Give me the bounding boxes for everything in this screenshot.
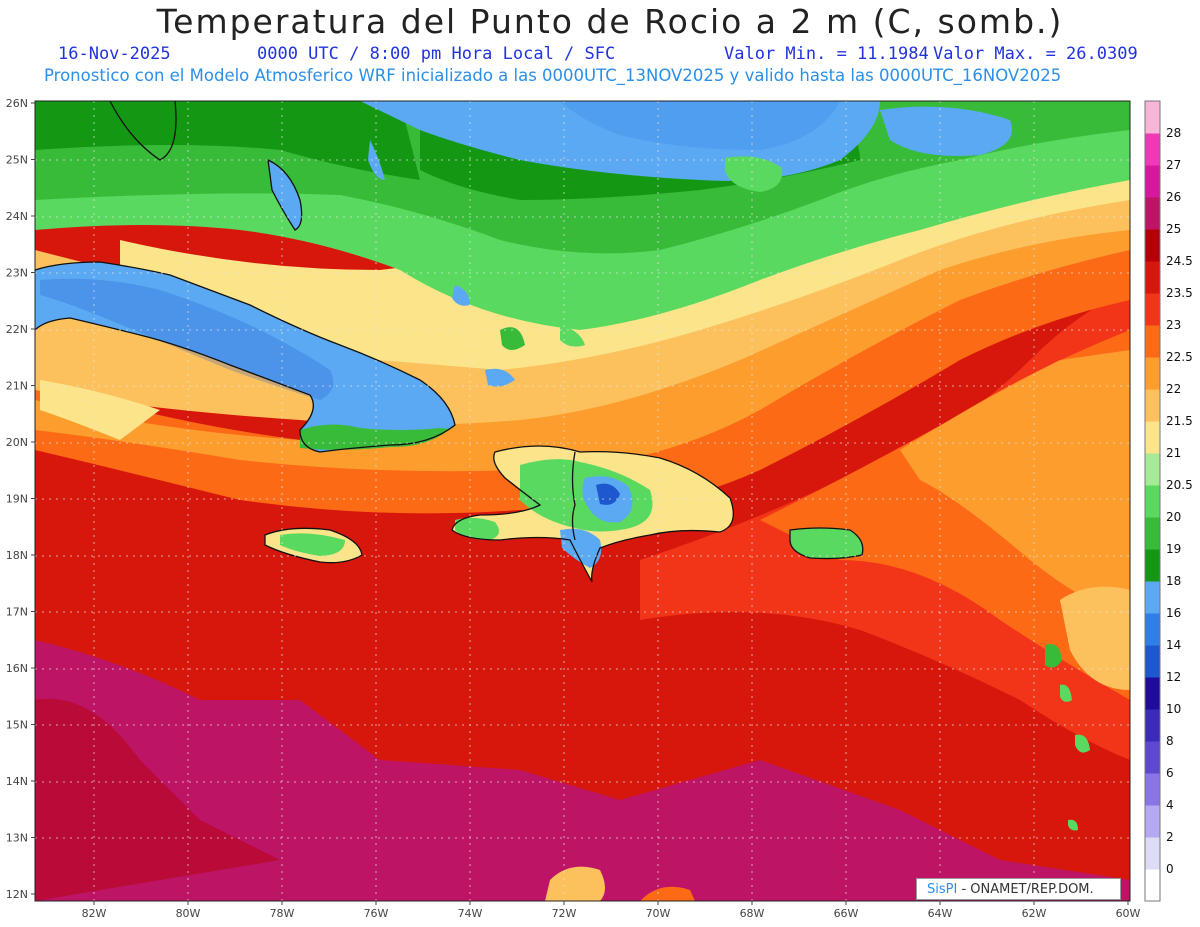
lon-label: 80W <box>176 907 201 920</box>
lat-label: 14N <box>6 775 28 788</box>
legend-swatch <box>1145 389 1160 422</box>
lat-label: 19N <box>6 493 28 506</box>
legend-swatch <box>1145 645 1160 678</box>
legend-swatch <box>1145 133 1160 166</box>
legend-label: 4 <box>1166 798 1174 812</box>
legend-label: 0 <box>1166 862 1174 876</box>
model-info: Pronostico con el Modelo Atmosferico WRF… <box>44 66 1062 85</box>
legend-label: 27 <box>1166 158 1181 172</box>
lon-label: 62W <box>1022 907 1047 920</box>
lat-label: 24N <box>6 210 28 223</box>
legend-swatch <box>1145 581 1160 614</box>
legend-label: 19 <box>1166 542 1181 556</box>
legend-frame <box>1144 100 1161 902</box>
legend-swatch <box>1145 165 1160 198</box>
time-info: 0000 UTC / 8:00 pm Hora Local / SFC <box>257 44 616 64</box>
legend-label: 16 <box>1166 606 1181 620</box>
legend-label: 22 <box>1166 382 1181 396</box>
lon-label: 60W <box>1116 907 1141 920</box>
legend-swatch <box>1145 485 1160 518</box>
legend-label: 8 <box>1166 734 1174 748</box>
legend-label: 22.5 <box>1166 350 1193 364</box>
lat-label: 25N <box>6 154 28 167</box>
legend-label: 26 <box>1166 190 1181 204</box>
map-title: Temperatura del Punto de Rocio a 2 m (C,… <box>156 2 1064 41</box>
lon-label: 70W <box>646 907 671 920</box>
legend-swatch <box>1145 773 1160 806</box>
lat-label: 26N <box>6 97 28 110</box>
legend-swatch <box>1145 261 1160 294</box>
legend-label: 24.5 <box>1166 254 1193 268</box>
legend-swatch <box>1145 805 1160 838</box>
legend-label: 28 <box>1166 126 1181 140</box>
legend-label: 21.5 <box>1166 414 1193 428</box>
lat-label: 17N <box>6 606 28 619</box>
legend-swatch <box>1145 197 1160 230</box>
legend-label: 6 <box>1166 766 1174 780</box>
lat-label: 20N <box>6 436 28 449</box>
credit-box: SisPI - ONAMET/REP.DOM. <box>916 878 1121 900</box>
sispi-logo: SisPI <box>927 882 958 897</box>
legend-swatch <box>1145 837 1160 870</box>
max-value: Valor Max. = 26.0309 <box>933 44 1138 64</box>
legend-label: 10 <box>1166 702 1181 716</box>
lat-label: 22N <box>6 323 28 336</box>
legend-swatch <box>1145 709 1160 742</box>
legend-label: 23.5 <box>1166 286 1193 300</box>
legend-swatch <box>1145 357 1160 390</box>
legend-label: 21 <box>1166 446 1181 460</box>
lon-label: 82W <box>82 907 107 920</box>
legend-swatch <box>1145 325 1160 358</box>
legend-label: 2 <box>1166 830 1174 844</box>
legend-swatch <box>1145 101 1160 134</box>
lat-label: 18N <box>6 549 28 562</box>
legend-swatch <box>1145 869 1160 902</box>
latitude-axis: 26N 25N 24N 23N 22N 21N 20N 19N 18N 17N 16N 15N 14N 1… <box>6 97 35 901</box>
lon-label: 72W <box>552 907 577 920</box>
legend-label: 23 <box>1166 318 1181 332</box>
legend-label: 20 <box>1166 510 1181 524</box>
legend-swatch <box>1145 421 1160 454</box>
legend-label: 12 <box>1166 670 1181 684</box>
lon-label: 66W <box>834 907 859 920</box>
lat-label: 23N <box>6 267 28 280</box>
lon-label: 76W <box>364 907 389 920</box>
lat-label: 13N <box>6 832 28 845</box>
lon-label: 64W <box>928 907 953 920</box>
date-label: 16-Nov-2025 <box>58 44 171 64</box>
lon-label: 68W <box>740 907 765 920</box>
credit-text: - ONAMET/REP.DOM. <box>957 882 1094 897</box>
longitude-axis: 82W 80W 78W 76W 74W 72W 70W 68W 66W 64W 62W 60W <box>82 901 1141 920</box>
lat-label: 12N <box>6 888 28 901</box>
lat-label: 16N <box>6 662 28 675</box>
legend-swatch <box>1145 549 1160 582</box>
legend-swatch <box>1145 293 1160 326</box>
min-value: Valor Min. = 11.1984 <box>724 44 929 64</box>
color-legend: 0 2 4 6 8 10 12 14 16 18 19 20 20.5 21 21.5 22 22.5 23 23.… <box>1144 100 1193 902</box>
legend-swatch <box>1145 453 1160 486</box>
legend-label: 25 <box>1166 222 1181 236</box>
lon-label: 78W <box>270 907 295 920</box>
lat-label: 21N <box>6 380 28 393</box>
legend-label: 20.5 <box>1166 478 1193 492</box>
legend-swatch <box>1145 517 1160 550</box>
legend-swatch <box>1145 229 1160 262</box>
legend-label: 18 <box>1166 574 1181 588</box>
legend-label: 14 <box>1166 638 1181 652</box>
lat-label: 15N <box>6 719 28 732</box>
lon-label: 74W <box>458 907 483 920</box>
legend-swatch <box>1145 613 1160 646</box>
legend-swatch <box>1145 677 1160 710</box>
legend-swatch <box>1145 741 1160 774</box>
